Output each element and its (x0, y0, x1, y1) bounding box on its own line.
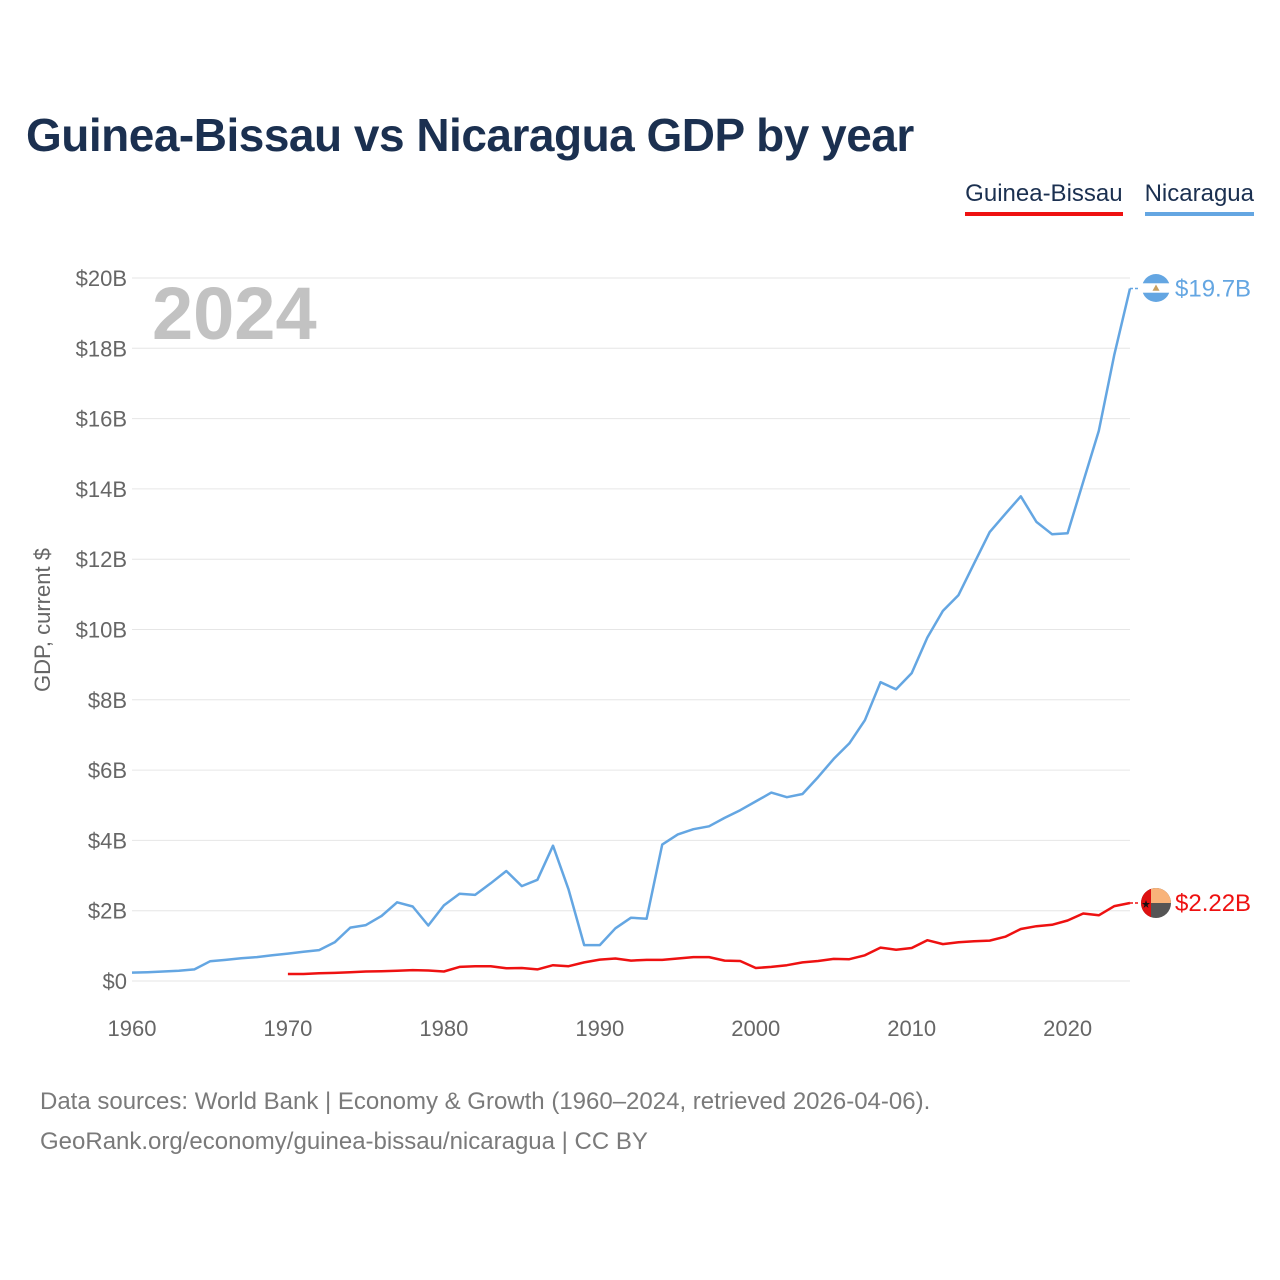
end-value-label-nicaragua: $19.7B (1175, 276, 1251, 303)
end-labels: $19.7B $2.22B (1175, 276, 1251, 917)
x-tick-label: 2000 (731, 1016, 780, 1041)
series-lines (131, 287, 1140, 976)
legend-item-nicaragua[interactable]: Nicaragua (1144, 180, 1254, 216)
y-tick-label: $18B (76, 336, 127, 361)
source-link[interactable]: GeoRank.org/economy/guinea-bissau/nicara… (40, 1128, 648, 1155)
end-value-label-guinea-bissau: $2.22B (1175, 890, 1251, 917)
y-tick-label: $14B (76, 477, 127, 502)
x-tick-label: 1970 (263, 1016, 312, 1041)
chart-title: Guinea-Bissau vs Nicaragua GDP by year (26, 109, 914, 161)
legend-item-guinea-bissau[interactable]: Guinea-Bissau (965, 180, 1123, 216)
x-tick-label: 2020 (1043, 1016, 1092, 1041)
series-line-nicaragua (131, 288, 1132, 974)
x-tick-label: 1960 (108, 1016, 157, 1041)
footer: Data sources: World Bank | Economy & Gro… (40, 1082, 930, 1162)
data-sources-text: Data sources: World Bank | Economy & Gro… (40, 1088, 931, 1115)
y-tick-label: $12B (76, 547, 127, 572)
y-tick-label: $8B (88, 688, 127, 713)
x-tick-label: 1990 (575, 1016, 624, 1041)
x-axis-ticks: 1960 1970 1980 1990 2000 2010 2020 (108, 1016, 1093, 1041)
y-axis-label: GDP, current $ (30, 548, 55, 692)
y-tick-label: $16B (76, 407, 127, 432)
y-tick-label: $6B (88, 758, 127, 783)
year-label: 2024 (152, 272, 317, 355)
x-tick-label: 2010 (887, 1016, 936, 1041)
y-tick-label: $2B (88, 899, 127, 924)
y-tick-label: $4B (88, 828, 127, 853)
y-axis-ticks: $0 $2B $4B $6B $8B $10B $12B $14B $16B $18B $20B (76, 266, 127, 994)
gdp-line-chart: $0 $2B $4B $6B $8B $10B $12B $14B $16B $18B $20B 1… (30, 266, 1251, 1041)
nicaragua-flag-icon (1142, 274, 1170, 302)
y-tick-label: $20B (76, 266, 127, 291)
guinea-bissau-flag-icon (1141, 888, 1171, 918)
y-tick-label: $0 (103, 969, 127, 994)
legend: Guinea-Bissau Nicaragua (965, 180, 1254, 216)
series-line-guinea-bissau (287, 901, 1131, 976)
end-markers (1141, 274, 1171, 918)
grid-lines (132, 277, 1130, 982)
x-tick-label: 1980 (419, 1016, 468, 1041)
y-tick-label: $10B (76, 618, 127, 643)
